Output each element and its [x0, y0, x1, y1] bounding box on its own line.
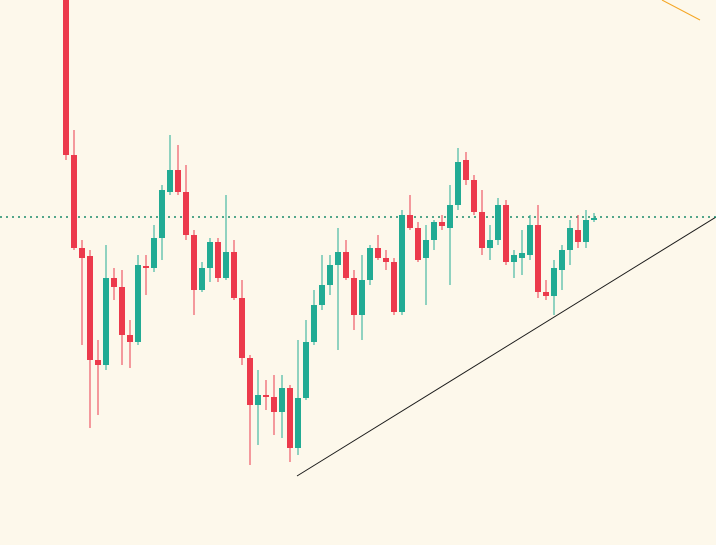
candle-body: [367, 248, 373, 280]
candle-body: [423, 240, 429, 258]
candle-body: [359, 280, 365, 315]
candle-body: [503, 205, 509, 262]
candle-body: [575, 230, 581, 242]
candle-body: [567, 228, 573, 250]
candle-body: [511, 255, 517, 262]
candle-body: [143, 266, 149, 268]
candle-body: [63, 0, 69, 155]
candle-body: [495, 205, 501, 240]
candle-body: [295, 398, 301, 448]
candle-body: [455, 162, 461, 205]
candle-body: [311, 305, 317, 342]
candle-body: [119, 287, 125, 335]
candle-body: [343, 252, 349, 278]
candle-body: [151, 238, 157, 268]
trend-line: [296, 216, 716, 477]
candle-body: [247, 358, 253, 405]
candle-body: [543, 292, 549, 296]
candle-body: [327, 265, 333, 285]
candle-body: [535, 225, 541, 292]
candle-body: [79, 248, 85, 258]
candle-body: [439, 222, 445, 226]
candle-body: [527, 225, 533, 255]
candle-body: [95, 360, 101, 365]
candle-body: [199, 268, 205, 290]
candle-body: [175, 170, 181, 192]
candle-body: [191, 235, 197, 290]
candle-body: [255, 395, 261, 405]
candle-body: [271, 397, 277, 412]
candle-body: [135, 265, 141, 342]
candle-body: [319, 285, 325, 305]
candle-body: [335, 252, 341, 265]
candle-body: [263, 395, 269, 397]
candle-body: [415, 228, 421, 260]
candle-body: [167, 170, 173, 192]
candle-body: [71, 155, 77, 248]
candle-body: [447, 205, 453, 228]
candle-body: [479, 212, 485, 248]
candle-body: [103, 278, 109, 365]
candle-body: [399, 215, 405, 312]
candle-body: [583, 220, 589, 242]
candle-body: [207, 242, 213, 268]
candle-body: [487, 240, 493, 248]
drawing-line: [661, 0, 701, 21]
candle-body: [431, 222, 437, 240]
candle-body: [383, 258, 389, 262]
candle-body: [591, 218, 597, 220]
candle-body: [287, 388, 293, 448]
candle-body: [159, 190, 165, 238]
candle-body: [471, 180, 477, 212]
candle-body: [87, 256, 93, 360]
candle-body: [111, 278, 117, 287]
candle-body: [519, 253, 525, 258]
candle-body: [279, 388, 285, 412]
candle-body: [303, 342, 309, 398]
candle-body: [375, 248, 381, 258]
candle-body: [391, 262, 397, 312]
candle-body: [223, 252, 229, 278]
candle-body: [559, 250, 565, 270]
candle-body: [407, 215, 413, 228]
candle-body: [463, 160, 469, 180]
candle-body: [183, 192, 189, 235]
candle-body: [215, 242, 221, 278]
candle-body: [231, 252, 237, 298]
candle-body: [127, 335, 133, 342]
candle-body: [551, 268, 557, 296]
candle-body: [351, 278, 357, 315]
candle-body: [239, 298, 245, 358]
